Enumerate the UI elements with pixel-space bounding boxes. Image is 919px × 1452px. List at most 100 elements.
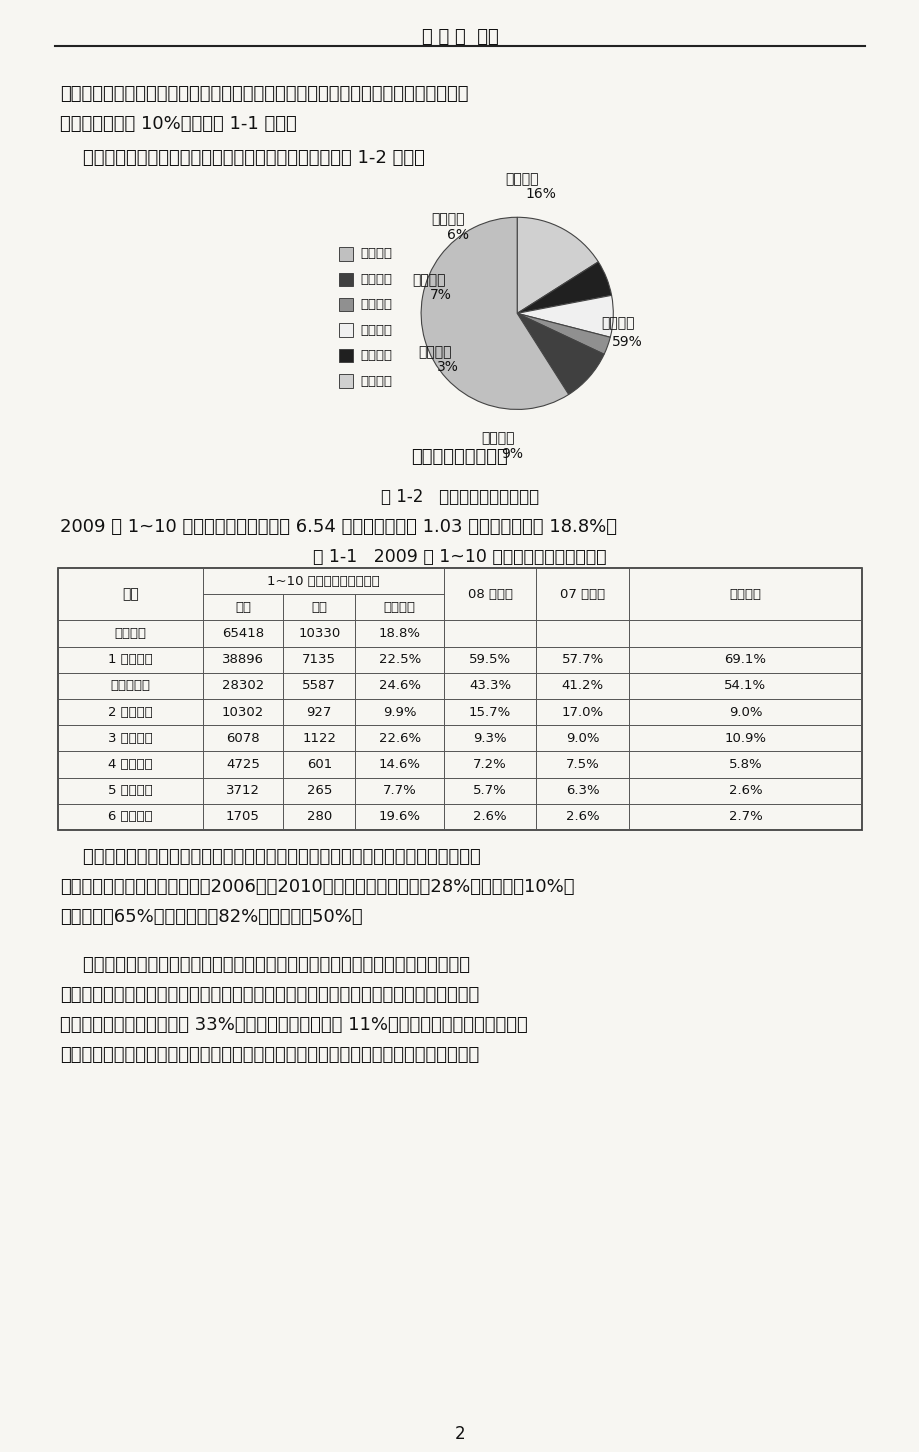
Text: 1705: 1705 — [226, 810, 259, 823]
Bar — [202, 751, 283, 778]
Bar — [58, 725, 202, 751]
Bar — [629, 620, 861, 646]
Bar — [536, 751, 629, 778]
Bar — [536, 568, 629, 620]
Text: 38896: 38896 — [221, 653, 264, 666]
Text: 7.5%: 7.5% — [565, 758, 599, 771]
Text: 9.9%: 9.9% — [382, 706, 416, 719]
Text: 7.7%: 7.7% — [382, 784, 416, 797]
Text: 3%: 3% — [437, 360, 459, 375]
Text: 1122: 1122 — [302, 732, 336, 745]
Text: 22.6%: 22.6% — [379, 732, 420, 745]
Text: 多为贫铁矿，平均品位只有 33%，比其它国家铁矿石低 11%左右，开采难度大，成本高。: 多为贫铁矿，平均品位只有 33%，比其它国家铁矿石低 11%左右，开采难度大，成… — [60, 1016, 528, 1034]
Text: 10302: 10302 — [221, 706, 264, 719]
Bar — [629, 725, 861, 751]
Bar — [339, 348, 353, 363]
Bar — [58, 698, 202, 725]
Text: 华东地区: 华东地区 — [360, 348, 392, 362]
Text: 16%: 16% — [525, 187, 556, 202]
Bar — [355, 804, 444, 831]
Bar — [355, 751, 444, 778]
Text: 2.7%: 2.7% — [728, 810, 762, 823]
Bar — [283, 778, 355, 804]
Text: 4 中南地区: 4 中南地区 — [108, 758, 153, 771]
Text: 产量和消费量居世界第一位。从2006年到2010年，我国煤炭产量增长28%，原油增长10%，: 产量和消费量居世界第一位。从2006年到2010年，我国煤炭产量增长28%，原油… — [60, 878, 573, 896]
Text: 华北地区: 华北地区 — [360, 247, 392, 260]
Text: 幅度显得极不协调。产生这一现象的一个重要原因在于：我国多数铁矿储量小，品位低，: 幅度显得极不协调。产生这一现象的一个重要原因在于：我国多数铁矿储量小，品位低， — [60, 986, 479, 1003]
Text: 24.6%: 24.6% — [379, 680, 420, 693]
Bar — [339, 247, 353, 260]
Bar — [629, 672, 861, 698]
Text: 2009 年 1~10 月全国累计生产铁矿石 6.54 亿吨，同比增产 1.03 亿吨，同比增长 18.8%。: 2009 年 1~10 月全国累计生产铁矿石 6.54 亿吨，同比增产 1.03… — [60, 518, 617, 536]
Text: 6 西北地区: 6 西北地区 — [108, 810, 153, 823]
Text: 601: 601 — [306, 758, 332, 771]
Text: 东北地区: 东北地区 — [505, 171, 539, 186]
Text: 吉林、黑龙江等省份；而其它二十多个省、市、自治区分布的华中、西南、中南、西北: 吉林、黑龙江等省份；而其它二十多个省、市、自治区分布的华中、西南、中南、西北 — [60, 86, 468, 103]
Text: 据国家统计局数据显示，我国铁矿石主要产地产量如下图 1-2 所示。: 据国家统计局数据显示，我国铁矿石主要产地产量如下图 1-2 所示。 — [60, 150, 425, 167]
Bar — [444, 725, 536, 751]
Text: 图 1-2   国内铁矿石产量饼状图: 图 1-2 国内铁矿石产量饼状图 — [380, 488, 539, 505]
Text: 280: 280 — [306, 810, 332, 823]
Text: 增量比重: 增量比重 — [729, 588, 761, 601]
Text: 7.2%: 7.2% — [472, 758, 506, 771]
Text: 18.8%: 18.8% — [379, 627, 420, 640]
Text: 2: 2 — [454, 1424, 465, 1443]
Text: 6.3%: 6.3% — [565, 784, 599, 797]
Bar — [202, 646, 283, 672]
Text: 3712: 3712 — [226, 784, 260, 797]
Text: 西南地区: 西南地区 — [481, 431, 514, 446]
Bar — [444, 751, 536, 778]
Wedge shape — [516, 218, 597, 314]
Text: 10.9%: 10.9% — [723, 732, 766, 745]
Text: 在刚刚公布的《中国矿产资源报告》中指出：我国煤炭、钢、十种有色金属、水泥等: 在刚刚公布的《中国矿产资源报告》中指出：我国煤炭、钢、十种有色金属、水泥等 — [60, 848, 481, 865]
Text: 中南地区: 中南地区 — [412, 273, 445, 286]
Text: 华北地区: 华北地区 — [601, 317, 634, 330]
Bar — [536, 620, 629, 646]
Bar — [58, 751, 202, 778]
Bar — [629, 646, 861, 672]
Text: 41.2%: 41.2% — [561, 680, 603, 693]
Bar — [339, 298, 353, 311]
Bar — [58, 646, 202, 672]
Text: 59%: 59% — [612, 335, 642, 348]
Bar — [202, 698, 283, 725]
Text: 天然气增长65%，铁矿石增长82%，粗钢增长50%。: 天然气增长65%，铁矿石增长82%，粗钢增长50%。 — [60, 908, 362, 926]
Text: 6078: 6078 — [226, 732, 259, 745]
Bar — [339, 375, 353, 388]
Bar — [444, 568, 536, 620]
Text: 5.8%: 5.8% — [728, 758, 762, 771]
Bar — [355, 725, 444, 751]
Bar — [444, 646, 536, 672]
Text: 2.6%: 2.6% — [728, 784, 762, 797]
Bar — [58, 672, 202, 698]
Text: 9.0%: 9.0% — [728, 706, 761, 719]
Text: 四大区域均不足 10%。如上图 1-1 所示。: 四大区域均不足 10%。如上图 1-1 所示。 — [60, 115, 297, 134]
Bar — [339, 273, 353, 286]
Text: 第 一 章  绪论: 第 一 章 绪论 — [421, 28, 498, 46]
Bar — [629, 698, 861, 725]
Text: 927: 927 — [306, 706, 332, 719]
Text: 59.5%: 59.5% — [469, 653, 511, 666]
Text: 近几年的国内粗钢产量增长速度同铁矿石产量增长速度相比，国内铁矿石产量增长: 近几年的国内粗钢产量增长速度同铁矿石产量增长速度相比，国内铁矿石产量增长 — [60, 955, 470, 974]
Bar — [355, 672, 444, 698]
Wedge shape — [421, 218, 568, 409]
Wedge shape — [516, 295, 613, 337]
Text: 265: 265 — [306, 784, 332, 797]
Text: 表 1-1   2009 年 1~10 月我国铁矿石产量一览表: 表 1-1 2009 年 1~10 月我国铁矿石产量一览表 — [312, 547, 607, 566]
Bar — [444, 778, 536, 804]
Text: 22.5%: 22.5% — [378, 653, 420, 666]
Text: 7135: 7135 — [302, 653, 336, 666]
Bar — [283, 698, 355, 725]
Bar — [202, 594, 283, 620]
Text: 其中河北省: 其中河北省 — [110, 680, 150, 693]
Text: 17.0%: 17.0% — [561, 706, 603, 719]
Bar — [536, 778, 629, 804]
Bar — [355, 646, 444, 672]
Bar — [283, 620, 355, 646]
Text: 西南地区: 西南地区 — [360, 273, 392, 286]
Bar — [58, 778, 202, 804]
Text: 07 年比重: 07 年比重 — [560, 588, 605, 601]
Text: 2.6%: 2.6% — [472, 810, 506, 823]
Text: 7%: 7% — [429, 287, 451, 302]
Text: 15.7%: 15.7% — [469, 706, 511, 719]
